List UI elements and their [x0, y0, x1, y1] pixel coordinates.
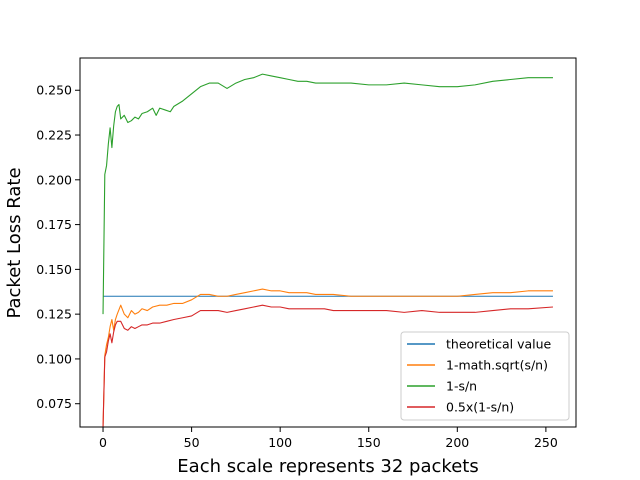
y-tick-label: 0.250	[36, 83, 72, 98]
y-tick-label: 0.100	[36, 351, 72, 366]
x-tick-label: 150	[357, 435, 381, 450]
legend-label-4: 0.5x(1-s/n)	[446, 400, 514, 415]
series-line-4	[102, 304, 554, 428]
x-tick-label: 250	[534, 435, 558, 450]
x-tick-label: 100	[268, 435, 292, 450]
y-axis-title: Packet Loss Rate	[4, 167, 25, 318]
y-tick-label: 0.175	[36, 217, 72, 232]
y-axis: 0.075 0.100 0.125 0.150 0.175 0.200 0.225 0.250	[36, 83, 80, 411]
y-tick-label: 0.125	[36, 307, 72, 322]
plot-area	[102, 73, 554, 428]
y-tick-label: 0.075	[36, 396, 72, 411]
x-axis: 0 50 100 150 200 250	[99, 427, 558, 450]
y-tick-label: 0.200	[36, 172, 72, 187]
y-tick-label: 0.150	[36, 262, 72, 277]
x-tick-label: 50	[184, 435, 200, 450]
axes-frame	[79, 57, 577, 428]
legend-label-1: theoretical value	[446, 337, 552, 352]
x-tick-label: 200	[445, 435, 469, 450]
x-axis-title: Each scale represents 32 packets	[177, 456, 478, 477]
legend-box	[400, 331, 570, 421]
series-line-2	[102, 288, 553, 428]
series-line-3	[102, 73, 553, 315]
legend: theoretical value 1-math.sqrt(s/n) 1-s/n 0.…	[400, 331, 570, 421]
legend-label-3: 1-s/n	[446, 379, 477, 394]
x-tick-label: 0	[99, 435, 107, 450]
legend-label-2: 1-math.sqrt(s/n)	[446, 358, 548, 373]
y-tick-label: 0.225	[36, 128, 72, 143]
